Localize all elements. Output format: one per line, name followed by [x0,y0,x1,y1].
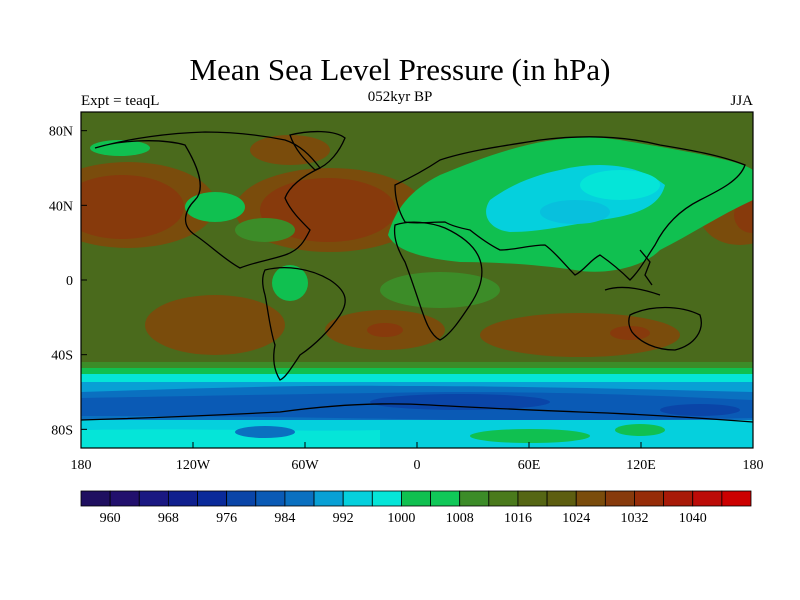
colorbar-label: 1040 [679,511,707,526]
colorbar-swatch [109,490,140,507]
colorbar-swatch [226,490,257,507]
colorbar-label: 960 [100,511,121,526]
colorbar-swatch [517,490,548,507]
lat-tick-label: 40S [51,349,73,364]
colorbar-swatch [459,490,490,507]
colorbar-label: 1032 [620,511,648,526]
experiment-label: Expt = teaqL [81,93,160,109]
lon-tick-label: 120E [626,458,656,473]
lon-tick-label: 0 [414,458,421,473]
colorbar-swatch [167,490,198,507]
lat-tick-label: 80S [51,423,73,438]
lon-tick-label: 120W [176,458,211,473]
colorbar-label: 992 [333,511,354,526]
colorbar-swatch [371,490,402,507]
season-label: JJA [730,93,753,109]
longitude-axis: 180 120W 60W 0 60E 120E 180 [71,442,764,473]
colorbar-swatch [604,490,635,507]
colorbar-label: 976 [216,511,237,526]
colorbar-swatch [138,490,169,507]
colorbar-swatch [255,490,286,507]
southern-highs [145,295,680,357]
colorbar-swatch [692,490,723,507]
colorbar-swatch [80,490,111,507]
continental-lows [90,137,753,308]
colorbar-swatch [401,490,431,507]
map-subtitle: 052kyr BP [367,89,433,105]
colorbar-swatch [284,490,315,507]
lat-tick-label: 0 [66,274,73,289]
colorbar-swatch [342,490,373,507]
colorbar-swatch [197,490,228,507]
colorbar-swatch [546,490,577,507]
colorbar-label: 1016 [504,511,532,526]
lon-tick-label: 180 [71,458,92,473]
map-title: Mean Sea Level Pressure (in hPa) [189,52,611,87]
lon-tick-label: 180 [743,458,764,473]
colorbar-label: 1008 [446,511,474,526]
lon-tick-label: 60W [291,458,319,473]
colorbar-label: 968 [158,511,179,526]
colorbar-swatch [721,490,752,507]
colorbar-label: 984 [274,511,295,526]
pressure-colorbar: 960 968 976 984 992 1000 1008 1016 1024 1032 1040 [80,490,752,526]
colorbar-swatch [634,490,665,507]
colorbar-label: 1000 [387,511,415,526]
colorbar-swatch [663,490,694,507]
colorbar-swatch [313,490,344,507]
north-pacific-high [81,162,753,248]
colorbar-label: 1024 [562,511,590,526]
latitude-axis: 80N 40N 0 40S 80S [49,125,87,438]
colorbar-swatch [430,490,461,507]
lat-tick-label: 80N [49,125,73,140]
pressure-field [81,130,753,448]
lon-tick-label: 60E [518,458,541,473]
colorbar-swatch [575,490,606,507]
coastlines [81,130,753,423]
lat-tick-label: 40N [49,199,73,214]
colorbar-swatch [488,490,519,507]
